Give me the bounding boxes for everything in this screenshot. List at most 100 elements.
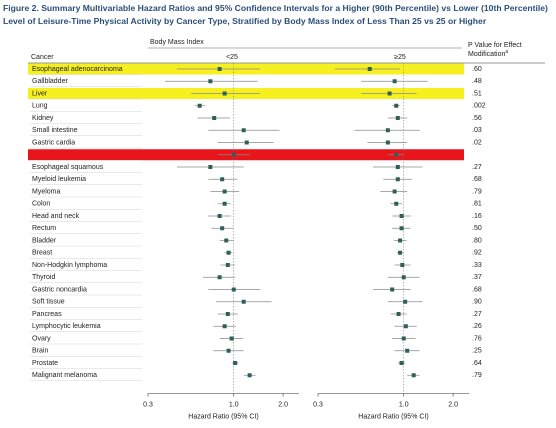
point-estimate <box>405 348 410 353</box>
point-estimate <box>398 250 403 255</box>
point-estimate <box>400 263 405 267</box>
category-label: Myeloma <box>32 188 61 195</box>
p-value: .56 <box>472 115 482 122</box>
point-estimate <box>399 226 404 231</box>
p-value: .68 <box>472 286 482 293</box>
point-estimate <box>222 324 227 329</box>
p-value: .51 <box>472 90 482 97</box>
series-header: <25 <box>226 54 238 61</box>
point-estimate <box>229 336 234 341</box>
p-value: .79 <box>472 188 482 195</box>
p-value: .27 <box>472 164 482 171</box>
category-label: Ovary <box>32 335 51 342</box>
point-estimate <box>401 336 406 341</box>
point-estimate <box>241 128 246 133</box>
x-tick-label: 1.0 <box>399 401 409 408</box>
series-header: ≥25 <box>394 54 406 61</box>
point-estimate <box>226 250 231 255</box>
category-label: Gastric cardia <box>32 139 75 146</box>
point-estimate <box>220 226 225 231</box>
category-label: Breast <box>32 250 52 257</box>
point-estimate <box>231 152 236 157</box>
category-label: Malignant melanoma <box>32 372 97 379</box>
x-tick-label: 2.0 <box>448 401 458 408</box>
category-label: Gallbladder <box>32 78 68 85</box>
point-estimate <box>387 91 392 96</box>
p-value: .90 <box>472 299 482 306</box>
point-estimate <box>395 165 400 169</box>
category-label: Head and neck <box>32 213 80 220</box>
category-header: Cancer <box>31 54 54 61</box>
category-label: Kidney <box>32 115 54 122</box>
p-value: .92 <box>472 250 482 257</box>
group-label: Body Mass Index <box>150 39 204 46</box>
point-estimate <box>385 140 390 145</box>
point-estimate <box>394 152 399 157</box>
p-value: .002 <box>472 103 486 110</box>
category-label: Non-Hodgkin lymphoma <box>32 262 107 269</box>
point-estimate <box>385 128 390 133</box>
p-value: .02 <box>472 139 482 146</box>
p-value: .64 <box>472 360 482 367</box>
p-value: .27 <box>472 311 482 318</box>
p-header-text: P Value for Effect <box>468 42 522 49</box>
point-estimate <box>226 348 231 353</box>
chart-title: Figure 2. Summary Multivariable Hazard R… <box>3 3 548 26</box>
x-tick-label: 1.0 <box>229 401 239 408</box>
p-value: .25 <box>472 348 482 355</box>
point-estimate <box>222 201 227 206</box>
point-estimate <box>225 263 230 267</box>
p-value: .16 <box>472 213 482 220</box>
category-label: Liver <box>32 90 48 97</box>
point-estimate <box>401 275 406 280</box>
point-estimate <box>208 165 213 169</box>
p-value: .03 <box>472 127 482 134</box>
p-value: .79 <box>472 372 482 379</box>
point-estimate <box>222 91 227 96</box>
point-estimate <box>395 177 400 182</box>
point-estimate <box>217 67 222 71</box>
p-value: .80 <box>472 237 482 244</box>
point-estimate <box>224 238 229 243</box>
category-label: Lymphocytic leukemia <box>32 323 101 330</box>
point-estimate <box>392 79 397 84</box>
x-tick-label: 2.0 <box>278 401 288 408</box>
category-label: Thyroid <box>32 274 55 281</box>
category-label: Lung <box>32 103 48 110</box>
point-estimate <box>392 189 397 194</box>
category-label: Colon <box>32 201 50 208</box>
point-estimate <box>208 79 213 84</box>
p-header: P Value for Effect Modificationa <box>468 42 522 58</box>
p-value: .76 <box>472 335 482 342</box>
category-label: Esophageal adenocarcinoma <box>32 66 123 73</box>
point-estimate <box>394 201 399 206</box>
point-estimate <box>403 324 408 329</box>
point-estimate <box>233 361 238 365</box>
point-estimate <box>367 67 372 71</box>
point-estimate <box>398 238 403 243</box>
point-estimate <box>212 116 217 120</box>
p-header-note: a <box>505 49 508 55</box>
point-estimate <box>394 103 399 108</box>
p-value: .26 <box>472 323 482 330</box>
point-estimate <box>197 103 202 108</box>
point-estimate <box>217 214 222 218</box>
x-axis-label: Hazard Ratio (95% CI) <box>188 413 258 420</box>
point-estimate <box>244 140 249 145</box>
category-label: Myeloid leukemia <box>32 176 86 183</box>
p-value: .50 <box>472 225 482 232</box>
category-label: Esophageal squamous <box>32 164 104 171</box>
point-estimate <box>241 299 246 304</box>
point-estimate <box>395 116 400 120</box>
point-estimate <box>411 373 416 378</box>
category-label: Prostate <box>32 360 58 367</box>
p-value: .33 <box>472 262 482 269</box>
point-estimate <box>222 189 227 194</box>
category-label: Pancreas <box>32 311 62 318</box>
category-label: Gastric noncardia <box>32 286 87 293</box>
point-estimate <box>396 312 401 316</box>
p-value: .37 <box>472 274 482 281</box>
p-value: .60 <box>472 66 482 73</box>
p-value: .81 <box>472 201 482 208</box>
